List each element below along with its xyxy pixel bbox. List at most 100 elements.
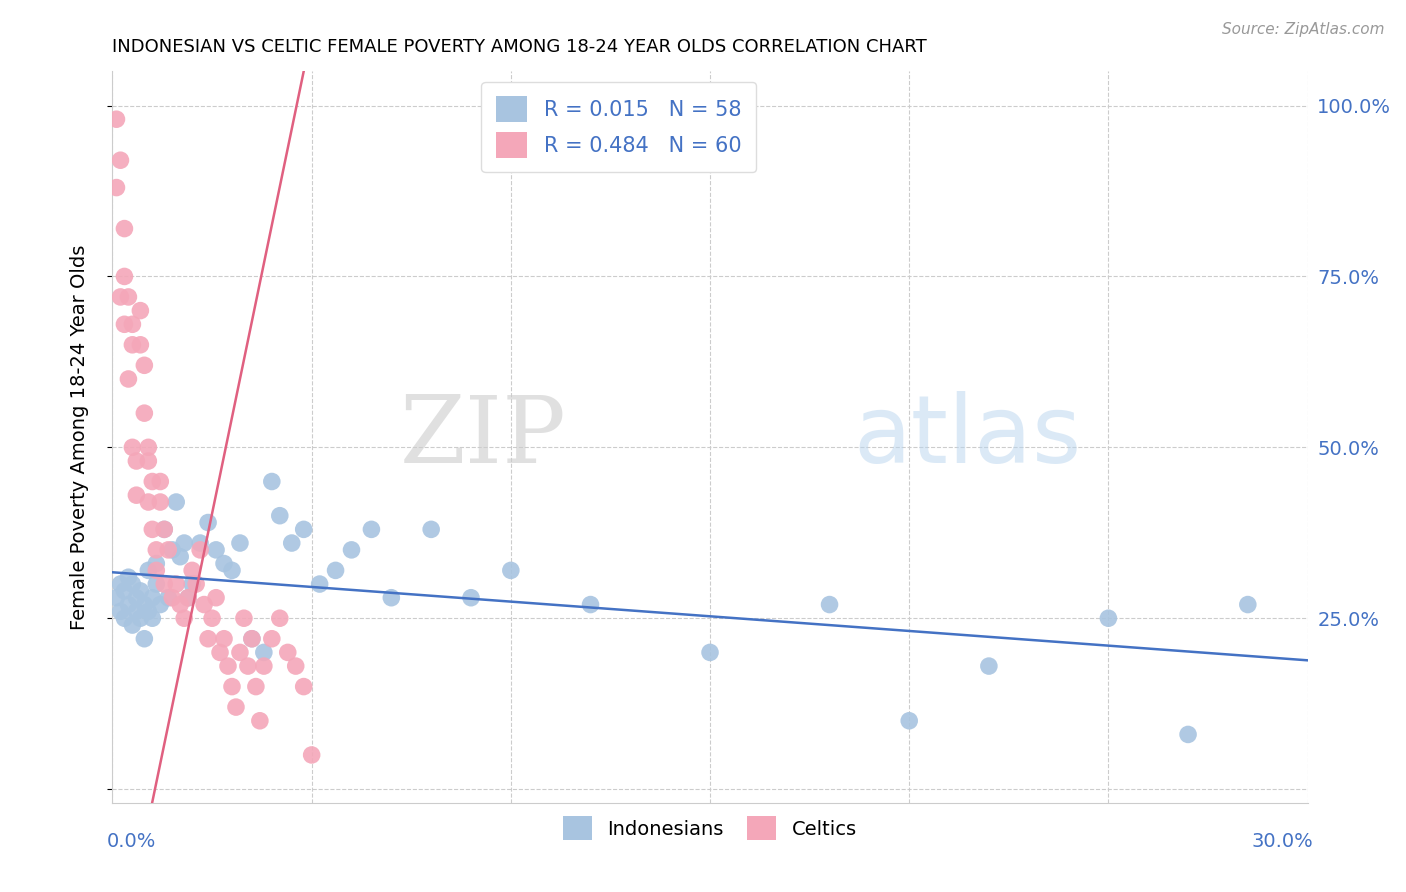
Point — [325, 563, 347, 577]
Point — [181, 563, 204, 577]
Point — [125, 454, 148, 468]
Point — [205, 591, 228, 605]
Point — [977, 659, 1000, 673]
Point — [177, 591, 200, 605]
Point — [245, 680, 267, 694]
Text: INDONESIAN VS CELTIC FEMALE POVERTY AMONG 18-24 YEAR OLDS CORRELATION CHART: INDONESIAN VS CELTIC FEMALE POVERTY AMON… — [112, 38, 927, 56]
Point — [169, 598, 191, 612]
Point — [1177, 727, 1199, 741]
Point — [209, 645, 232, 659]
Point — [121, 577, 143, 591]
Point — [129, 611, 152, 625]
Point — [149, 598, 172, 612]
Point — [117, 372, 139, 386]
Point — [141, 591, 163, 605]
Point — [165, 577, 187, 591]
Point — [105, 112, 128, 127]
Point — [138, 440, 160, 454]
Point — [114, 583, 135, 598]
Point — [153, 522, 176, 536]
Point — [229, 536, 252, 550]
Point — [253, 659, 276, 673]
Point — [205, 542, 228, 557]
Point — [145, 542, 167, 557]
Point — [420, 522, 443, 536]
Point — [129, 338, 152, 352]
Point — [253, 645, 276, 659]
Point — [117, 570, 139, 584]
Point — [188, 536, 211, 550]
Point — [114, 318, 135, 332]
Text: ZIP: ZIP — [399, 392, 567, 482]
Point — [186, 577, 208, 591]
Point — [460, 591, 482, 605]
Point — [240, 632, 263, 646]
Point — [169, 549, 191, 564]
Point — [165, 495, 187, 509]
Point — [125, 604, 148, 618]
Point — [579, 598, 602, 612]
Point — [277, 645, 299, 659]
Point — [177, 591, 200, 605]
Point — [129, 303, 152, 318]
Point — [153, 522, 176, 536]
Point — [236, 659, 259, 673]
Point — [138, 604, 160, 618]
Point — [117, 598, 139, 612]
Text: atlas: atlas — [853, 391, 1081, 483]
Point — [212, 557, 235, 571]
Point — [173, 611, 195, 625]
Point — [284, 659, 307, 673]
Point — [105, 591, 128, 605]
Point — [110, 604, 132, 618]
Point — [110, 290, 132, 304]
Point — [110, 577, 132, 591]
Point — [269, 611, 291, 625]
Point — [197, 632, 219, 646]
Point — [360, 522, 382, 536]
Point — [818, 598, 841, 612]
Point — [197, 516, 219, 530]
Point — [125, 488, 148, 502]
Point — [292, 522, 315, 536]
Point — [121, 618, 143, 632]
Point — [145, 577, 167, 591]
Point — [141, 611, 163, 625]
Point — [173, 536, 195, 550]
Point — [269, 508, 291, 523]
Point — [499, 563, 522, 577]
Point — [125, 591, 148, 605]
Point — [149, 495, 172, 509]
Point — [134, 632, 156, 646]
Point — [699, 645, 721, 659]
Point — [221, 680, 243, 694]
Point — [308, 577, 330, 591]
Text: 30.0%: 30.0% — [1251, 832, 1313, 851]
Point — [134, 406, 156, 420]
Text: 0.0%: 0.0% — [107, 832, 156, 851]
Point — [301, 747, 323, 762]
Point — [225, 700, 247, 714]
Point — [121, 318, 143, 332]
Point — [114, 221, 135, 235]
Point — [157, 542, 180, 557]
Y-axis label: Female Poverty Among 18-24 Year Olds: Female Poverty Among 18-24 Year Olds — [70, 244, 89, 630]
Point — [134, 359, 156, 373]
Point — [138, 495, 160, 509]
Point — [105, 180, 128, 194]
Point — [145, 557, 167, 571]
Point — [110, 153, 132, 168]
Point — [181, 577, 204, 591]
Point — [1097, 611, 1119, 625]
Point — [114, 269, 135, 284]
Point — [229, 645, 252, 659]
Point — [153, 577, 176, 591]
Point — [134, 598, 156, 612]
Point — [217, 659, 239, 673]
Point — [233, 611, 256, 625]
Legend: Indonesians, Celtics: Indonesians, Celtics — [555, 809, 865, 848]
Point — [114, 611, 135, 625]
Point — [157, 591, 180, 605]
Point — [340, 542, 363, 557]
Point — [162, 542, 183, 557]
